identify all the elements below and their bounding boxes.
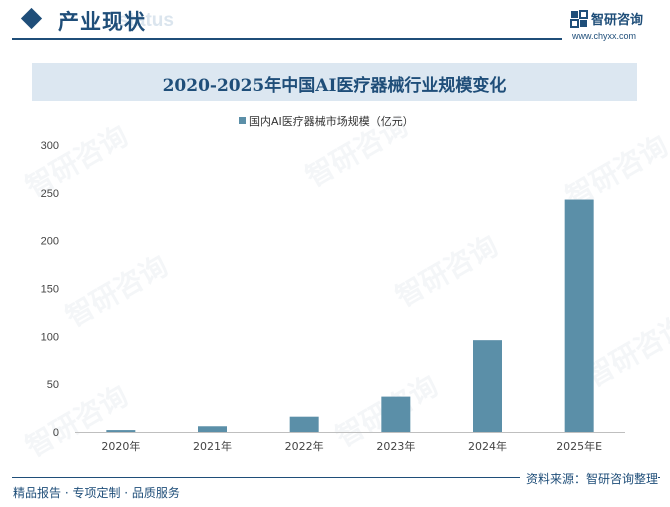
legend-swatch (239, 117, 246, 124)
bar (473, 340, 502, 432)
bar (381, 396, 411, 432)
bar (106, 430, 136, 432)
y-tick-label: 0 (53, 427, 59, 439)
legend-label: 国内AI医疗器械市场规模（亿元） (249, 115, 414, 128)
brand-logo-icon (570, 10, 588, 28)
brand: 智研咨询 www.chyxx.com (570, 9, 660, 41)
footer-slogan: 精品报告 · 专项定制 · 品质服务 (13, 486, 180, 500)
bar (564, 199, 594, 432)
y-tick-label: 300 (41, 140, 59, 152)
chart-title-bar: 2020-2025年中国AI医疗器械行业规模变化 (32, 63, 637, 101)
y-tick-label: 100 (41, 331, 59, 343)
page-header: status 产业现状 智研咨询 www.chyxx.com (0, 0, 670, 44)
footer-source: 资料来源：智研咨询整理 (519, 470, 658, 487)
section-title: 产业现状 (58, 10, 146, 34)
x-tick-label: 2020年 (101, 439, 140, 453)
y-tick-label: 50 (47, 379, 59, 391)
x-tick-label: 2025年E (556, 439, 602, 453)
bar (198, 426, 227, 432)
brand-name: 智研咨询 (591, 13, 644, 28)
brand-url: www.chyxx.com (572, 31, 637, 41)
y-tick-label: 200 (41, 236, 59, 248)
bar (289, 416, 319, 432)
header-divider (12, 38, 562, 40)
x-tick-label: 2023年 (376, 439, 415, 453)
y-tick-label: 150 (41, 284, 59, 296)
footer-divider (12, 477, 660, 478)
y-tick-label: 250 (41, 188, 59, 200)
x-tick-label: 2024年 (468, 439, 507, 453)
x-tick-label: 2021年 (193, 439, 232, 453)
x-tick-label: 2022年 (285, 439, 324, 453)
chart-title: 2020-2025年中国AI医疗器械行业规模变化 (162, 76, 507, 96)
